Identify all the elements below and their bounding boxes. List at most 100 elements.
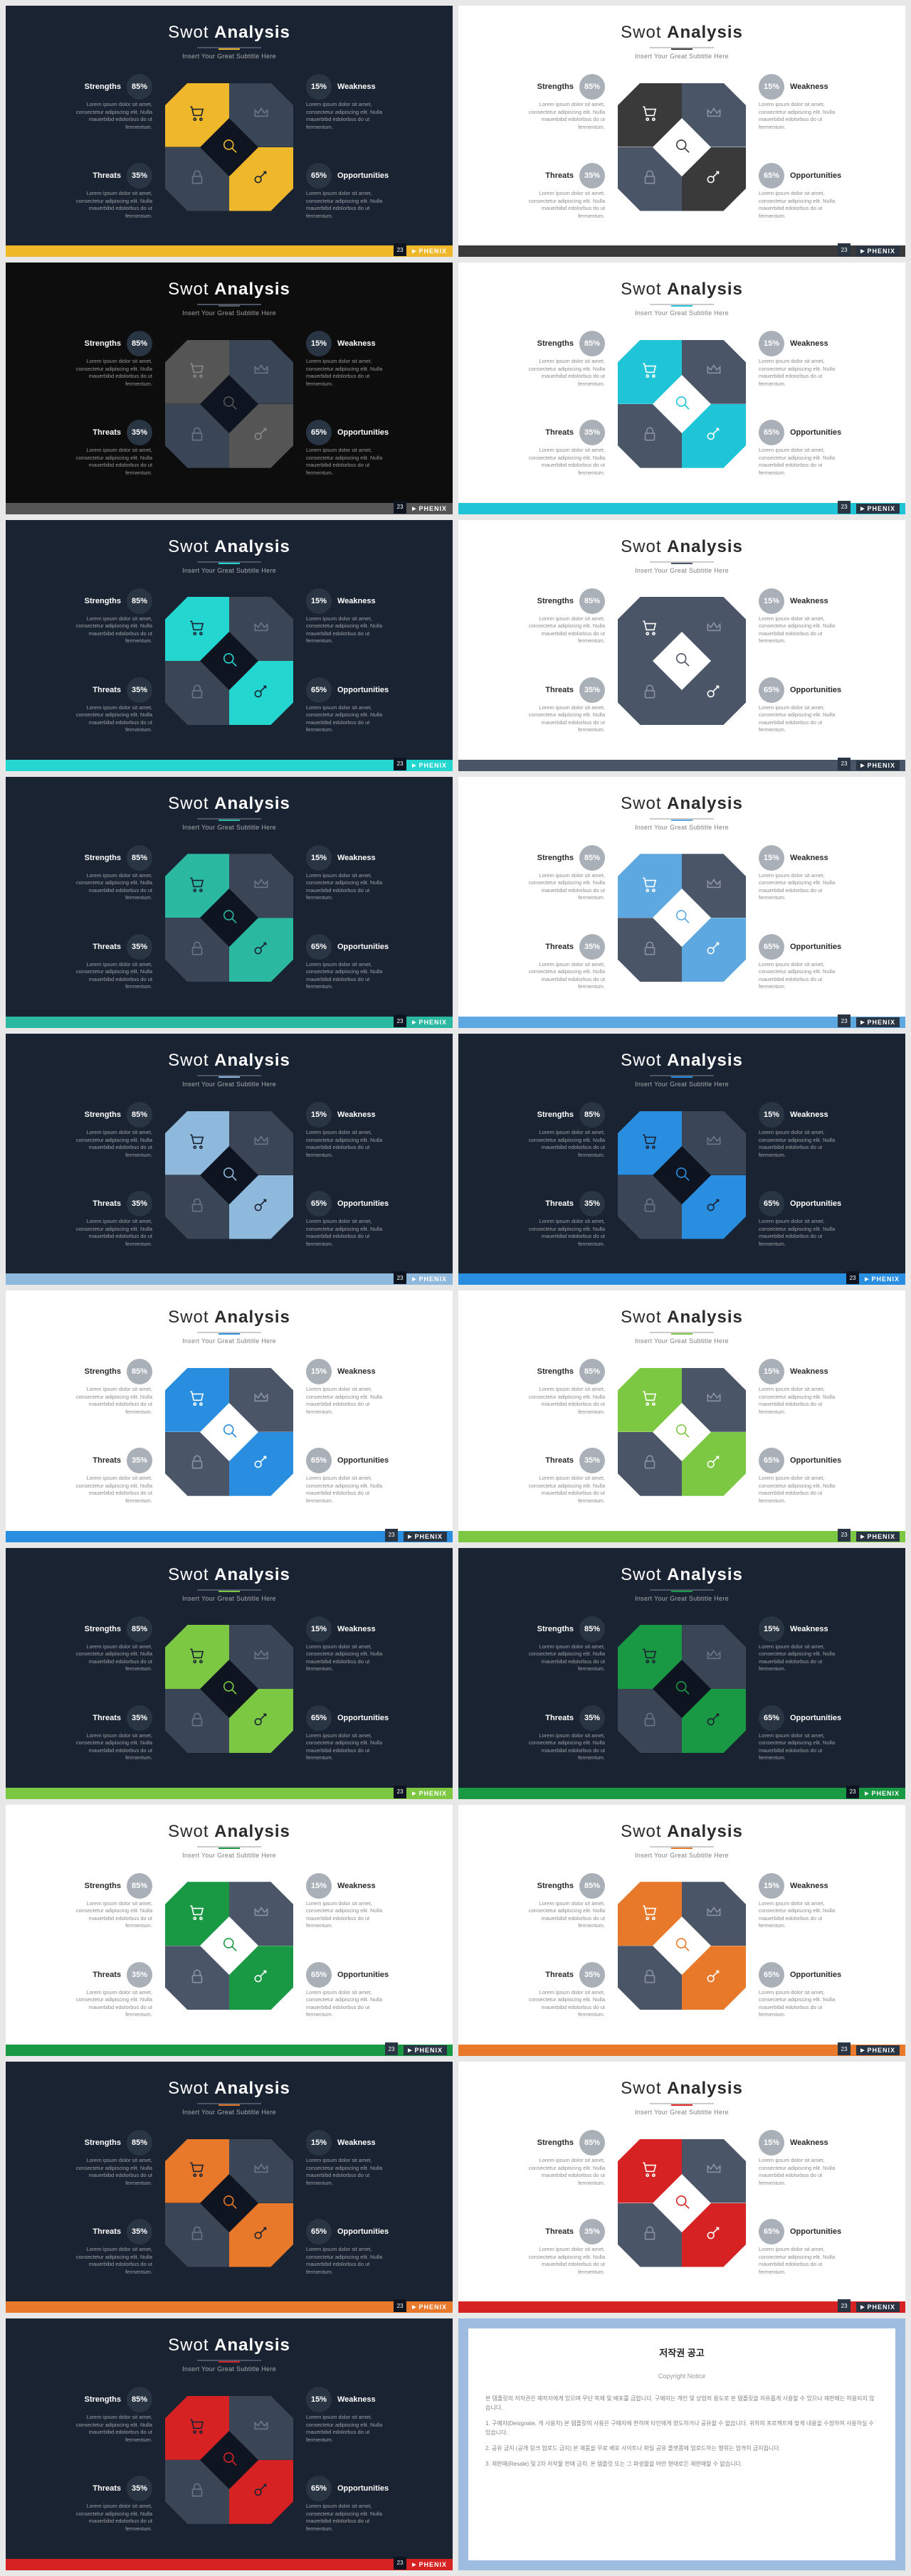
slide-title: Swot Analysis (168, 794, 290, 814)
quad-desc: Lorem ipsum dolor sit amet, consectetur … (306, 447, 383, 477)
quad-br: 65% Opportunities Lorem ipsum dolor sit … (306, 2476, 409, 2533)
quad-label: Opportunities (337, 1199, 389, 1208)
quad-br: 65% Opportunities Lorem ipsum dolor sit … (306, 934, 409, 991)
pct-badge: 85% (579, 1102, 605, 1128)
swot-slide: Swot Analysis Insert Your Great Subtitle… (6, 520, 453, 771)
quad-bl: 35% Threats Lorem ipsum dolor sit amet, … (49, 2476, 152, 2533)
quad-desc: Lorem ipsum dolor sit amet, consectetur … (528, 704, 605, 734)
slide-subtitle: Insert Your Great Subtitle Here (182, 53, 276, 60)
page-number: 23 (846, 1271, 859, 1284)
quad-tr: 15% Weakness Lorem ipsum dolor sit amet,… (759, 1873, 862, 1930)
brand-label: PHENIX (856, 246, 900, 256)
page-number: 23 (394, 1014, 406, 1027)
title-underline (197, 1332, 261, 1333)
right-column: 15% Weakness Lorem ipsum dolor sit amet,… (759, 1102, 862, 1248)
quad-br: 65% Opportunities Lorem ipsum dolor sit … (759, 1191, 862, 1248)
slide-title: Swot Analysis (621, 2079, 743, 2099)
quad-desc: Lorem ipsum dolor sit amet, consectetur … (528, 1129, 605, 1159)
footer-bar: 23 PHENIX (458, 1017, 905, 1028)
page-number: 23 (394, 2299, 406, 2312)
right-column: 15% Weakness Lorem ipsum dolor sit amet,… (306, 74, 409, 220)
quad-label: Strengths (85, 1882, 121, 1890)
quad-label: Opportunities (790, 943, 841, 951)
right-column: 15% Weakness Lorem ipsum dolor sit amet,… (759, 588, 862, 734)
quad-desc: Lorem ipsum dolor sit amet, consectetur … (528, 1732, 605, 1762)
pct-badge: 15% (759, 2130, 784, 2156)
quad-label: Strengths (85, 339, 121, 348)
pct-badge: 15% (306, 2130, 332, 2156)
pct-badge: 15% (759, 845, 784, 871)
quad-label: Threats (545, 2227, 574, 2236)
swot-slide: Swot Analysis Insert Your Great Subtitle… (458, 6, 905, 257)
right-column: 15% Weakness Lorem ipsum dolor sit amet,… (759, 1873, 862, 2019)
page-number: 23 (385, 1529, 398, 1542)
quad-desc: Lorem ipsum dolor sit amet, consectetur … (528, 447, 605, 477)
brand-label: PHENIX (412, 2304, 447, 2311)
swot-slide: Swot Analysis Insert Your Great Subtitle… (458, 520, 905, 771)
quad-desc: Lorem ipsum dolor sit amet, consectetur … (75, 1643, 152, 1673)
pct-badge: 85% (127, 1102, 152, 1128)
quad-label: Threats (93, 428, 121, 437)
swot-slide: Swot Analysis Insert Your Great Subtitle… (458, 1548, 905, 1799)
quad-bl: 35% Threats Lorem ipsum dolor sit amet, … (502, 1448, 605, 1505)
pct-badge: 65% (306, 1448, 332, 1473)
quad-label: Strengths (85, 2138, 121, 2147)
quad-bl: 35% Threats Lorem ipsum dolor sit amet, … (49, 420, 152, 477)
pct-badge: 65% (759, 934, 784, 960)
brand-label: PHENIX (412, 762, 447, 769)
quad-tr: 15% Weakness Lorem ipsum dolor sit amet,… (306, 2130, 409, 2187)
left-column: 85% Strengths Lorem ipsum dolor sit amet… (49, 588, 152, 734)
quad-label: Opportunities (337, 1714, 389, 1722)
pct-badge: 85% (579, 1359, 605, 1384)
right-column: 15% Weakness Lorem ipsum dolor sit amet,… (306, 845, 409, 991)
quad-desc: Lorem ipsum dolor sit amet, consectetur … (75, 2503, 152, 2533)
quad-tl: 85% Strengths Lorem ipsum dolor sit amet… (502, 1616, 605, 1673)
footer-bar: 23 PHENIX (458, 245, 905, 257)
slide-title: Swot Analysis (621, 1822, 743, 1842)
pct-badge: 35% (127, 420, 152, 445)
quad-label: Opportunities (790, 171, 841, 180)
swot-content: 85% Strengths Lorem ipsum dolor sit amet… (473, 1359, 891, 1505)
brand-label: PHENIX (856, 1532, 900, 1542)
quad-desc: Lorem ipsum dolor sit amet, consectetur … (528, 961, 605, 991)
quad-label: Opportunities (337, 2227, 389, 2236)
swot-content: 85% Strengths Lorem ipsum dolor sit amet… (20, 2387, 438, 2533)
quad-desc: Lorem ipsum dolor sit amet, consectetur … (75, 615, 152, 645)
pct-badge: 85% (127, 588, 152, 614)
pct-badge: 15% (306, 1102, 332, 1128)
slide-title: Swot Analysis (168, 2336, 290, 2355)
swot-octagon (618, 1368, 746, 1496)
pct-badge: 65% (306, 1191, 332, 1217)
slide-subtitle: Insert Your Great Subtitle Here (182, 2365, 276, 2373)
swot-content: 85% Strengths Lorem ipsum dolor sit amet… (20, 2130, 438, 2276)
quad-bl: 35% Threats Lorem ipsum dolor sit amet, … (49, 934, 152, 991)
quad-br: 65% Opportunities Lorem ipsum dolor sit … (306, 2219, 409, 2276)
quad-bl: 35% Threats Lorem ipsum dolor sit amet, … (49, 1705, 152, 1762)
quad-bl: 35% Threats Lorem ipsum dolor sit amet, … (502, 1191, 605, 1248)
pct-badge: 35% (579, 1962, 605, 1988)
pct-badge: 85% (127, 1616, 152, 1642)
swot-slide: Swot Analysis Insert Your Great Subtitle… (6, 1290, 453, 1542)
quad-tl: 85% Strengths Lorem ipsum dolor sit amet… (49, 1359, 152, 1416)
quad-bl: 35% Threats Lorem ipsum dolor sit amet, … (49, 1962, 152, 2019)
quad-label: Threats (93, 1971, 121, 1979)
quad-desc: Lorem ipsum dolor sit amet, consectetur … (306, 1129, 383, 1159)
quad-tl: 85% Strengths Lorem ipsum dolor sit amet… (502, 1359, 605, 1416)
quad-label: Strengths (85, 83, 121, 91)
swot-content: 85% Strengths Lorem ipsum dolor sit amet… (473, 331, 891, 477)
copyright-para: 3. 재판매(Resale) 및 2차 저작물 판매 금지. 본 템플릿 또는 … (485, 2459, 878, 2469)
quad-desc: Lorem ipsum dolor sit amet, consectetur … (75, 447, 152, 477)
quad-desc: Lorem ipsum dolor sit amet, consectetur … (528, 2157, 605, 2187)
slide-subtitle: Insert Your Great Subtitle Here (182, 2109, 276, 2116)
quad-desc: Lorem ipsum dolor sit amet, consectetur … (759, 358, 836, 388)
brand-label: PHENIX (856, 760, 900, 770)
quad-label: Opportunities (790, 428, 841, 437)
quad-desc: Lorem ipsum dolor sit amet, consectetur … (75, 704, 152, 734)
quad-desc: Lorem ipsum dolor sit amet, consectetur … (759, 2246, 836, 2276)
quad-tr: 15% Weakness Lorem ipsum dolor sit amet,… (759, 1102, 862, 1159)
left-column: 85% Strengths Lorem ipsum dolor sit amet… (49, 1359, 152, 1505)
pct-badge: 85% (579, 74, 605, 100)
quad-bl: 35% Threats Lorem ipsum dolor sit amet, … (502, 1962, 605, 2019)
footer-bar: 23 PHENIX (6, 760, 453, 771)
quad-desc: Lorem ipsum dolor sit amet, consectetur … (759, 1989, 836, 2019)
